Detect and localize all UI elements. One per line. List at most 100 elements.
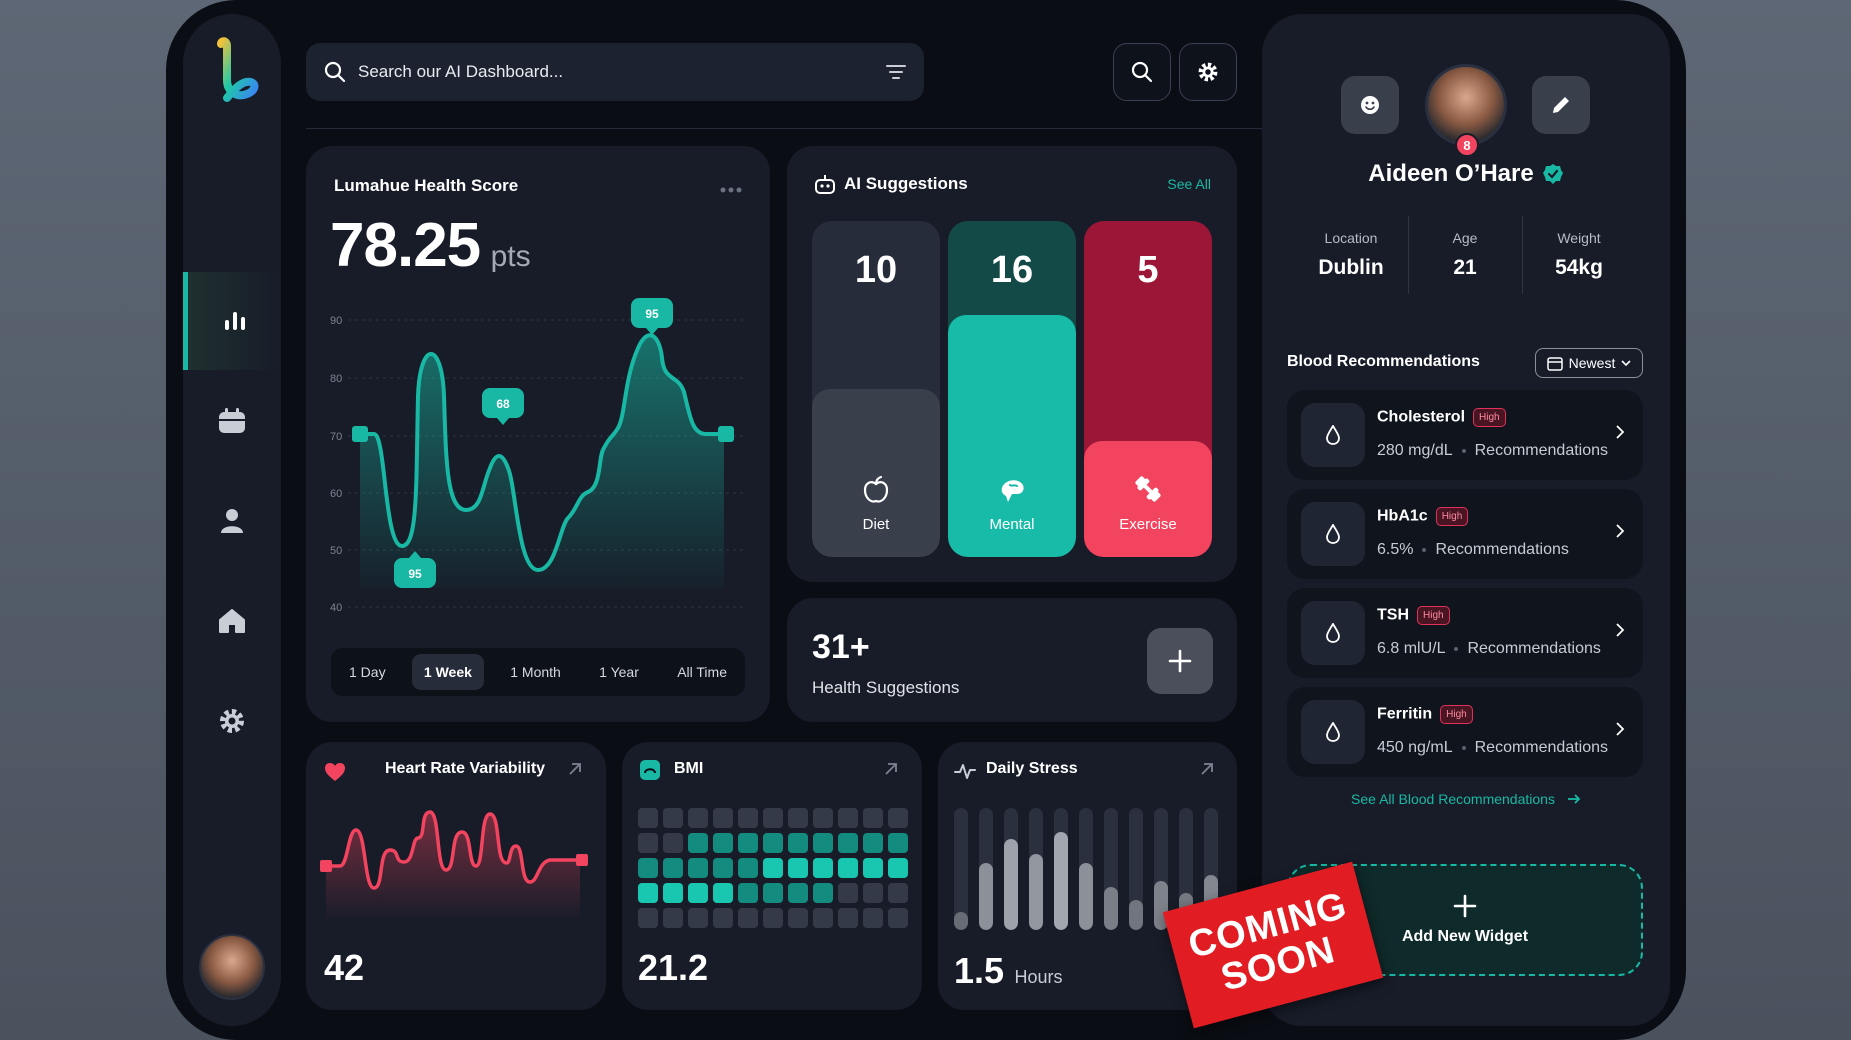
edit-profile-button[interactable] bbox=[1532, 76, 1590, 134]
svg-text:95: 95 bbox=[645, 307, 659, 321]
arrow-up-right-icon[interactable] bbox=[1200, 762, 1214, 776]
blood-item-rec-label: Recommendations bbox=[1474, 739, 1609, 756]
tab-1-month[interactable]: 1 Month bbox=[510, 664, 561, 680]
bmi-cell bbox=[713, 833, 733, 853]
stress-bar-fill bbox=[1129, 899, 1143, 930]
search-input[interactable] bbox=[358, 62, 886, 82]
bmi-cell bbox=[638, 908, 658, 928]
blood-item-tsh[interactable]: TSH High 6.8 mlU/L Recommendations bbox=[1287, 588, 1643, 678]
nav-home[interactable] bbox=[183, 572, 281, 670]
tab-1-year[interactable]: 1 Year bbox=[599, 664, 639, 680]
daily-stress-title: Daily Stress bbox=[986, 760, 1078, 777]
calendar-icon bbox=[219, 408, 245, 433]
bmi-cell bbox=[688, 808, 708, 828]
user-icon bbox=[221, 509, 243, 533]
bmi-cell bbox=[663, 808, 683, 828]
high-badge: High bbox=[1473, 408, 1506, 427]
tab-all-time[interactable]: All Time bbox=[677, 664, 727, 680]
bmi-title: BMI bbox=[674, 760, 704, 777]
bmi-cell bbox=[838, 808, 858, 828]
suggestion-mental[interactable]: 16 Mental bbox=[948, 221, 1076, 557]
header-divider bbox=[306, 128, 1262, 129]
add-suggestion-button[interactable] bbox=[1147, 628, 1213, 694]
bmi-cell bbox=[688, 908, 708, 928]
health-suggestions-label: Health Suggestions bbox=[812, 678, 960, 697]
y-tick-40: 40 bbox=[330, 602, 342, 614]
nav-settings[interactable] bbox=[183, 672, 281, 770]
blood-item-name: Cholesterol bbox=[1377, 408, 1466, 426]
user-avatar[interactable] bbox=[199, 934, 265, 1000]
suggestion-exercise-count: 5 bbox=[1137, 249, 1159, 291]
tooltip-mid: 68 bbox=[482, 388, 524, 425]
stat-location-label: Location bbox=[1324, 230, 1378, 246]
hrv-start-marker bbox=[320, 860, 332, 872]
gear-icon bbox=[1198, 62, 1218, 82]
stress-bar bbox=[1079, 808, 1093, 930]
nav-profile[interactable] bbox=[183, 472, 281, 570]
blood-item-rec-label: Recommendations bbox=[1474, 442, 1609, 459]
notification-badge: 8 bbox=[1455, 133, 1479, 157]
y-tick-80: 80 bbox=[330, 373, 342, 385]
bmi-cell bbox=[763, 808, 783, 828]
drop-icon bbox=[1301, 502, 1365, 566]
stat-divider bbox=[1408, 216, 1409, 294]
hrv-title: Heart Rate Variability bbox=[385, 760, 546, 777]
bar-chart-icon bbox=[224, 312, 245, 330]
sort-dropdown[interactable]: Newest bbox=[1535, 348, 1643, 378]
blood-item-value: 6.5% bbox=[1377, 541, 1414, 558]
nav-analytics[interactable] bbox=[183, 272, 281, 370]
blood-item-cholesterol[interactable]: Cholesterol High 280 mg/dL Recommendations bbox=[1287, 390, 1643, 480]
blood-item-name: Ferritin bbox=[1377, 705, 1433, 723]
stress-bar bbox=[1129, 808, 1143, 930]
bmi-cell bbox=[638, 833, 658, 853]
y-tick-70: 70 bbox=[330, 431, 342, 443]
see-all-blood-link[interactable]: See All Blood Recommendations bbox=[1262, 791, 1670, 807]
bmi-cell bbox=[813, 808, 833, 828]
more-icon[interactable] bbox=[720, 180, 742, 198]
plus-icon bbox=[1453, 894, 1477, 918]
tooltip-low: 95 bbox=[394, 551, 436, 588]
y-tick-50: 50 bbox=[330, 545, 342, 557]
stat-age: Age 21 bbox=[1410, 230, 1520, 280]
blood-item-hba1c[interactable]: HbA1c High 6.5% Recommendations bbox=[1287, 489, 1643, 579]
calendar-icon bbox=[1546, 356, 1563, 371]
logo bbox=[207, 36, 263, 111]
stress-bar-fill bbox=[979, 862, 993, 930]
stress-bar bbox=[1104, 808, 1118, 930]
bmi-cell bbox=[713, 883, 733, 903]
daily-stress-value: 1.5 bbox=[954, 950, 1005, 991]
nav-calendar[interactable] bbox=[183, 372, 281, 470]
see-all-blood-label: See All Blood Recommendations bbox=[1351, 791, 1555, 807]
arrow-up-right-icon[interactable] bbox=[884, 762, 898, 776]
blood-item-ferritin[interactable]: Ferritin High 450 ng/mL Recommendations bbox=[1287, 687, 1643, 777]
settings-button[interactable] bbox=[1179, 43, 1237, 101]
bmi-cell bbox=[763, 833, 783, 853]
emoji-button[interactable] bbox=[1341, 76, 1399, 134]
tooltip-peak: 95 bbox=[631, 298, 673, 335]
stat-weight-value: 54kg bbox=[1555, 256, 1603, 279]
blood-item-name: HbA1c bbox=[1377, 507, 1428, 525]
smile-icon bbox=[1361, 96, 1379, 114]
bmi-cell bbox=[788, 833, 808, 853]
suggestion-diet[interactable]: 10 Diet bbox=[812, 221, 940, 557]
blood-item-value: 280 mg/dL bbox=[1377, 442, 1453, 459]
svg-text:68: 68 bbox=[496, 397, 510, 411]
bmi-cell bbox=[888, 858, 908, 878]
tab-1-day[interactable]: 1 Day bbox=[349, 664, 386, 680]
search-bar bbox=[306, 43, 924, 101]
search-button[interactable] bbox=[1113, 43, 1171, 101]
stress-bar bbox=[979, 808, 993, 930]
arrow-right-icon bbox=[1567, 794, 1581, 804]
blood-item-name: TSH bbox=[1377, 606, 1409, 624]
ai-suggestions-see-all[interactable]: See All bbox=[1167, 176, 1211, 192]
hrv-area bbox=[326, 812, 580, 922]
heart-icon bbox=[325, 763, 345, 781]
bmi-cell bbox=[763, 883, 783, 903]
bmi-cell bbox=[788, 883, 808, 903]
arrow-up-right-icon[interactable] bbox=[568, 762, 582, 776]
search-icon bbox=[1131, 61, 1153, 83]
suggestion-exercise[interactable]: 5 Exercise bbox=[1084, 221, 1212, 557]
filter-icon[interactable] bbox=[886, 64, 906, 80]
tab-1-week[interactable]: 1 Week bbox=[411, 654, 484, 690]
bmi-cell bbox=[738, 833, 758, 853]
